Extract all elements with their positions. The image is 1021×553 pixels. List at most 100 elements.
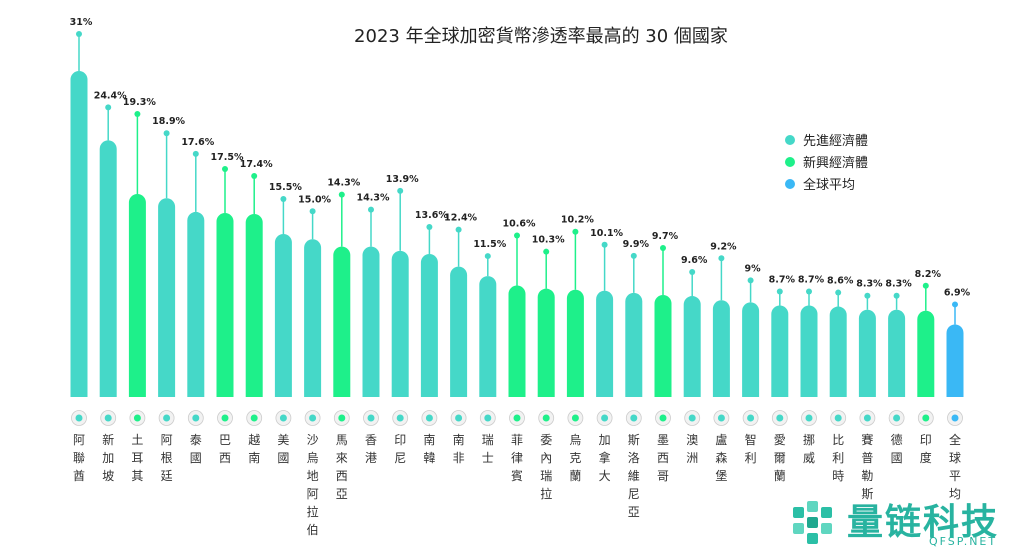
bar	[683, 296, 701, 397]
bar-stem-dot	[397, 187, 404, 194]
category-label: 越南	[248, 433, 260, 465]
category-label: 委內瑞拉	[540, 433, 552, 501]
category-label: 南韓	[423, 432, 435, 465]
category-label: 新加坡	[102, 432, 114, 483]
bar	[712, 300, 730, 397]
saudi-flag-icon	[304, 410, 321, 426]
value-label: 9.2%	[710, 241, 737, 252]
value-label: 9%	[745, 263, 762, 274]
germany-flag-icon	[888, 410, 905, 426]
philippines-flag-icon	[509, 410, 525, 426]
mexico-flag-icon	[655, 410, 671, 426]
australia-flag-icon	[684, 410, 701, 426]
switzerland-flag-icon	[479, 410, 496, 426]
bar-stem-dot	[601, 241, 608, 248]
category-label: 盧森堡	[715, 433, 727, 483]
category-label: 馬來西亞	[336, 433, 348, 501]
bar	[479, 276, 497, 397]
category-label: 愛爾蘭	[774, 433, 786, 483]
value-label: 10.2%	[561, 215, 594, 226]
bar	[829, 306, 847, 397]
bar-stem-dot	[776, 288, 783, 295]
category-label: 菲律賓	[511, 433, 523, 483]
bar	[274, 234, 292, 397]
value-label: 6.9%	[944, 287, 971, 298]
category-label: 巴西	[219, 433, 231, 465]
vietnam-flag-icon	[246, 410, 263, 426]
category-label: 加拿大	[599, 433, 611, 483]
bar	[158, 198, 176, 397]
value-label: 17.4%	[240, 159, 273, 170]
legend-label: 新興經濟體	[803, 155, 868, 171]
value-label: 12.4%	[444, 213, 477, 224]
value-label: 31%	[70, 17, 93, 28]
bar	[654, 294, 672, 397]
value-label: 17.5%	[211, 152, 244, 163]
norway-flag-icon	[801, 410, 817, 426]
value-label: 10.3%	[532, 235, 565, 246]
category-label: 印度	[920, 433, 932, 465]
value-label: 17.6%	[181, 137, 214, 148]
bar-stem-dot	[105, 104, 112, 111]
singapore-flag-icon	[100, 410, 117, 426]
value-label: 11.5%	[473, 239, 506, 250]
legend-marker	[785, 157, 795, 167]
value-label: 9.6%	[681, 255, 708, 266]
bar	[566, 289, 584, 397]
legend-marker	[785, 179, 795, 189]
bar-stem-dot	[163, 130, 170, 137]
bar-stem-dot	[893, 292, 900, 299]
category-label: 烏克蘭	[569, 433, 581, 483]
category-label: 賽普勒斯	[861, 432, 873, 501]
bar	[858, 309, 876, 397]
bar	[391, 250, 409, 397]
value-label: 8.7%	[798, 275, 825, 286]
bar	[128, 194, 146, 397]
thailand-flag-icon	[187, 410, 204, 426]
value-label: 13.9%	[386, 174, 419, 185]
value-label: 9.7%	[652, 231, 679, 242]
category-label: 墨西哥	[657, 433, 669, 483]
hongkong-flag-icon	[363, 410, 379, 426]
value-label: 8.6%	[827, 276, 854, 287]
ireland-flag-icon	[771, 410, 788, 426]
value-label: 14.3%	[357, 193, 390, 204]
argentina-flag-icon	[158, 410, 175, 426]
value-label: 15.0%	[298, 194, 331, 205]
value-label: 24.4%	[94, 90, 127, 101]
value-label: 18.9%	[152, 116, 185, 127]
southafrica-flag-icon	[450, 410, 467, 426]
bar	[450, 266, 468, 397]
bar-stem-dot	[864, 292, 871, 299]
bar-stem-dot	[280, 196, 287, 202]
value-label: 10.1%	[590, 228, 623, 239]
brazil-flag-icon	[217, 410, 233, 426]
bar-stem-dot	[514, 232, 520, 239]
cyprus-flag-icon	[859, 410, 876, 426]
category-label: 智利	[745, 432, 757, 465]
bar-stem-dot	[76, 31, 82, 37]
watermark-subtext: QFSP.NET	[929, 535, 998, 548]
belgium-flag-icon	[830, 410, 847, 426]
value-label: 10.6%	[503, 219, 536, 230]
category-label: 南非	[453, 432, 465, 465]
bar	[362, 246, 380, 397]
category-label: 瑞士	[482, 433, 494, 465]
bar-stem-dot	[718, 255, 725, 262]
bar	[537, 288, 555, 397]
bar-stem-dot	[309, 208, 316, 215]
bar	[333, 246, 351, 397]
category-label: 全球平均	[949, 432, 961, 501]
globe-icon	[947, 410, 963, 426]
luxembourg-flag-icon	[713, 410, 730, 426]
canada-flag-icon	[596, 410, 613, 426]
category-label: 阿根廷	[161, 433, 173, 483]
ukraine-flag-icon	[567, 410, 584, 426]
uae-flag-icon	[71, 410, 87, 426]
malaysia-flag-icon	[333, 410, 350, 426]
usa-flag-icon	[275, 410, 292, 426]
bar-stem-dot	[922, 282, 929, 289]
bar-stem-dot	[572, 228, 579, 235]
watermark-logo-icon	[793, 501, 832, 544]
